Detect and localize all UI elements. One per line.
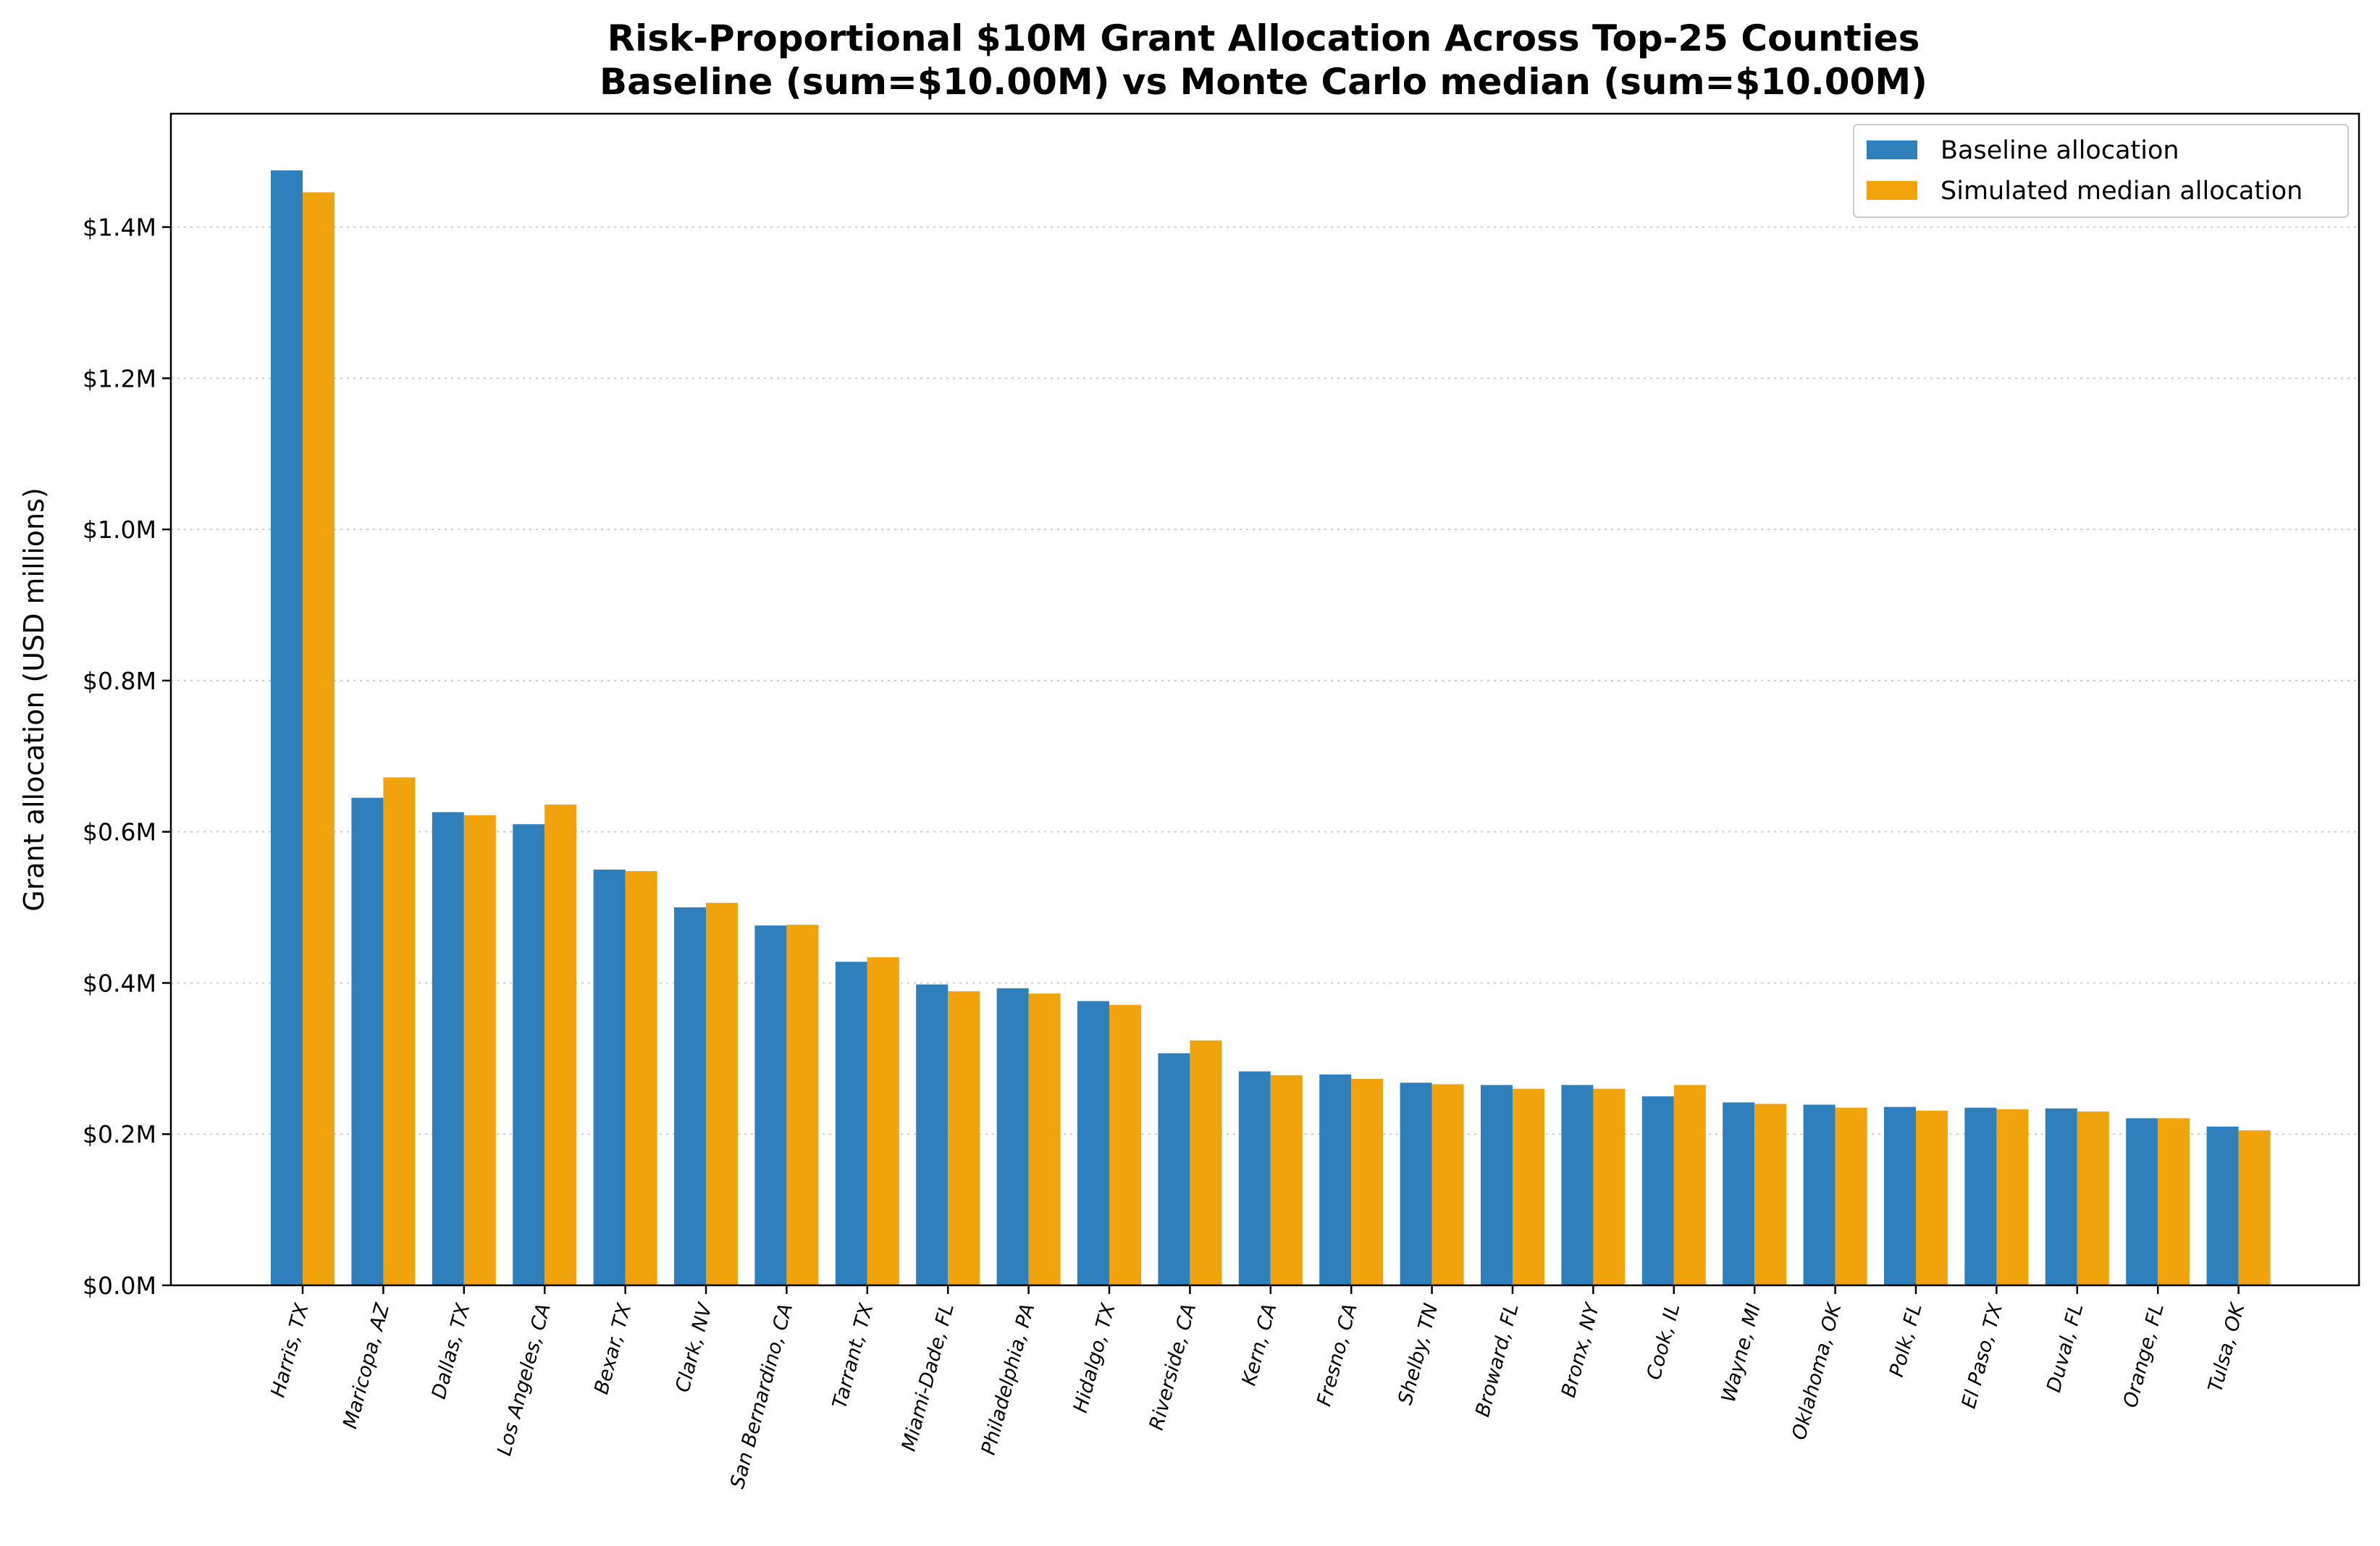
- bar-baseline: [2206, 1126, 2239, 1285]
- bar-simulated: [463, 815, 496, 1285]
- bar-simulated: [948, 991, 980, 1285]
- bar-baseline: [1400, 1083, 1432, 1285]
- bar-simulated: [867, 957, 899, 1285]
- bar-simulated: [1351, 1079, 1384, 1285]
- bar-baseline: [1641, 1096, 1674, 1285]
- y-axis-title: Grant allocation (USD millions): [18, 487, 50, 911]
- chart-title: Risk-Proportional $10M Grant Allocation …: [607, 17, 1920, 59]
- bar-baseline: [1964, 1107, 1997, 1285]
- bar-simulated: [1835, 1107, 1867, 1285]
- bar-baseline: [1561, 1085, 1594, 1285]
- y-tick-label: $0.8M: [83, 667, 156, 695]
- bar-baseline: [1723, 1102, 1755, 1285]
- bar-simulated: [1593, 1088, 1626, 1285]
- bar-simulated: [2238, 1130, 2271, 1285]
- bar-simulated: [2077, 1111, 2109, 1285]
- bar-simulated: [2158, 1118, 2190, 1285]
- bar-simulated: [1109, 1004, 1141, 1285]
- bar-baseline: [916, 984, 949, 1285]
- bar-baseline: [513, 824, 545, 1285]
- y-axis-ticks: $0.0M $0.2M $0.4M $0.6M $0.8M $1.0M $1.2M $1.4M: [83, 214, 171, 1300]
- bar-baseline: [835, 962, 867, 1285]
- bar-baseline: [593, 869, 626, 1285]
- bar-simulated: [1673, 1085, 1706, 1285]
- bar-baseline: [996, 988, 1029, 1285]
- bar-baseline: [674, 907, 706, 1285]
- bar-simulated: [1028, 993, 1061, 1285]
- bar-baseline: [1803, 1104, 1836, 1285]
- bar-simulated: [1996, 1109, 2029, 1285]
- y-tick-label: $1.4M: [83, 214, 156, 242]
- y-tick-label: $0.6M: [83, 818, 156, 846]
- bar-baseline: [1319, 1074, 1352, 1285]
- bar-simulated: [303, 192, 335, 1285]
- bar-simulated: [706, 902, 738, 1285]
- legend-label-baseline: Baseline allocation: [1940, 136, 2179, 165]
- bar-baseline: [2045, 1108, 2077, 1285]
- bar-simulated: [1270, 1075, 1303, 1285]
- legend: Baseline allocation Simulated median all…: [1853, 124, 2349, 218]
- bar-simulated: [1513, 1088, 1544, 1285]
- bar-simulated: [1754, 1104, 1787, 1285]
- bar-baseline: [351, 797, 384, 1285]
- chart-subtitle: Baseline (sum=$10.00M) vs Monte Carlo me…: [600, 61, 1927, 103]
- bar-baseline: [271, 170, 303, 1286]
- bar-simulated: [1431, 1084, 1464, 1285]
- bars: [271, 170, 2271, 1286]
- plot-frame: [169, 112, 2360, 1287]
- bar-simulated: [625, 870, 657, 1285]
- legend-label-simulated: Simulated median allocation: [1940, 177, 2303, 206]
- bar-baseline: [754, 925, 787, 1285]
- y-tick-label: $0.2M: [83, 1120, 156, 1148]
- legend-frame: [1853, 124, 2349, 218]
- bar-baseline: [1481, 1085, 1513, 1285]
- bar-simulated: [544, 804, 577, 1285]
- bar-simulated: [1190, 1040, 1222, 1285]
- y-tick-label: $1.0M: [83, 516, 156, 544]
- y-tick-label: $1.2M: [83, 364, 156, 392]
- legend-swatch-simulated: [1867, 181, 1917, 200]
- legend-swatch-baseline: [1867, 140, 1917, 159]
- bar-baseline: [1884, 1106, 1916, 1285]
- y-tick-label: $0.0M: [83, 1272, 156, 1300]
- bar-simulated: [786, 925, 819, 1285]
- bar-baseline: [2126, 1118, 2158, 1285]
- bar-baseline: [1238, 1071, 1271, 1285]
- bar-simulated: [1916, 1110, 1948, 1285]
- bar-baseline: [1158, 1053, 1190, 1285]
- bar-baseline: [1077, 1001, 1109, 1285]
- bar-baseline: [432, 812, 464, 1285]
- bar-simulated: [383, 777, 416, 1285]
- y-tick-label: $0.4M: [83, 969, 156, 997]
